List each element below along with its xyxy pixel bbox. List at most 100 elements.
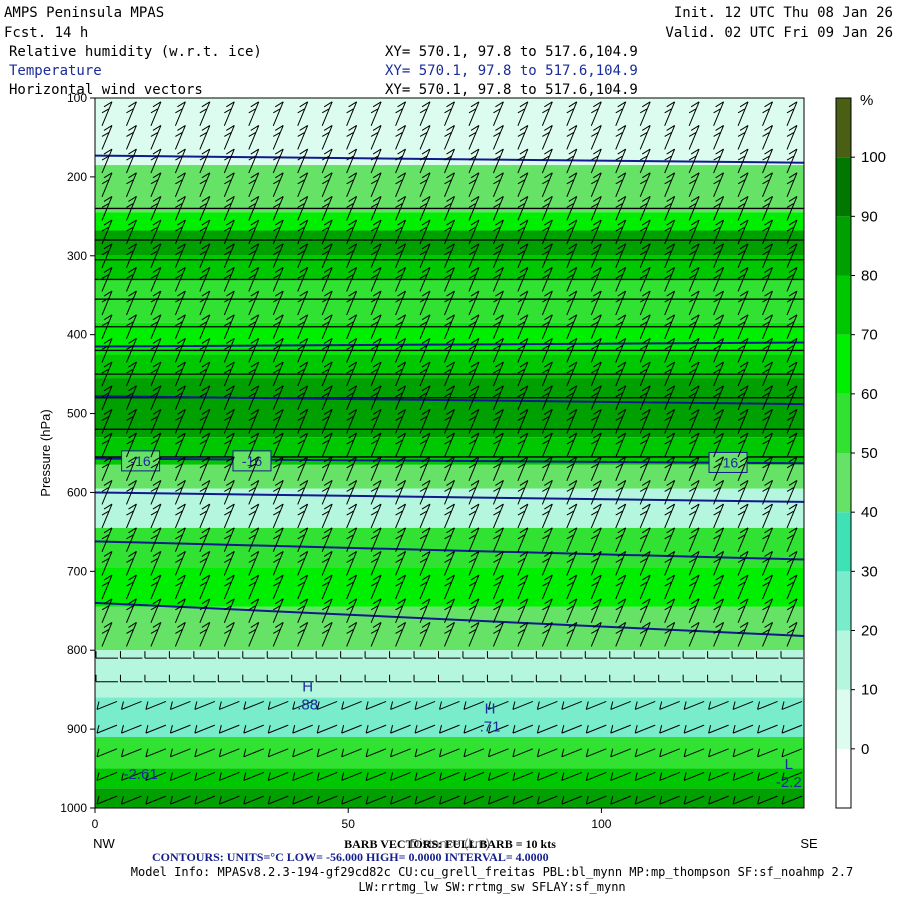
wind-barb: [395, 196, 407, 221]
colorbar-label-0: 0: [861, 741, 869, 758]
wind-barb: [248, 409, 260, 434]
wind-barb: [395, 432, 407, 458]
wind-barb: [223, 385, 235, 410]
wind-barb: [243, 771, 264, 781]
wind-barb: [419, 432, 431, 458]
wind-barb: [297, 219, 309, 245]
wind-barb: [615, 243, 627, 268]
wind-barb: [683, 771, 705, 781]
wind-barb: [150, 196, 162, 221]
wind-barb: [786, 338, 798, 363]
wind-barb: [468, 290, 480, 316]
wind-barb: [468, 503, 480, 529]
wind-barb: [590, 409, 602, 434]
wind-barb: [566, 219, 578, 245]
wind-barb: [444, 125, 455, 150]
wind-barb: [468, 432, 480, 458]
wind-barb: [615, 480, 627, 505]
wind-barb: [199, 290, 211, 316]
humidity-band-19: [95, 788, 804, 808]
wind-barb: [223, 409, 235, 434]
wind-barb: [468, 409, 480, 434]
wind-barb: [199, 503, 211, 529]
wind-barb: [781, 771, 803, 781]
wind-barb: [517, 574, 529, 600]
wind-barb: [590, 503, 602, 529]
wind-barb: [223, 101, 235, 126]
wind-barb: [468, 622, 480, 647]
x-tick-label-100: 100: [591, 817, 611, 831]
wind-barb: [737, 622, 749, 647]
wind-barb: [390, 795, 411, 805]
colorbar-label-10: 100: [861, 149, 886, 166]
wind-barb: [713, 598, 725, 623]
wind-barb: [615, 219, 627, 245]
wind-barb: [439, 771, 460, 781]
wind-barb: [174, 361, 186, 387]
wind-barb: [126, 503, 137, 529]
wind-barb: [120, 700, 142, 710]
wind-barb: [590, 480, 602, 505]
wind-barb: [145, 700, 167, 710]
wind-barb: [492, 527, 504, 552]
wind-barb: [419, 172, 431, 197]
wind-barb: [439, 700, 460, 710]
colorbar-swatch-1: [836, 689, 851, 749]
wind-barb: [199, 243, 211, 268]
wind-barb: [199, 314, 211, 339]
wind-barb: [444, 385, 455, 410]
wind-barb: [639, 101, 651, 126]
wind-barb: [297, 314, 309, 339]
wind-barb: [536, 795, 558, 805]
wind-barb: [218, 724, 240, 734]
wind-barb: [364, 674, 388, 683]
wind-barb: [536, 748, 558, 758]
wind-barb: [713, 480, 725, 505]
wind-barb: [664, 338, 676, 363]
wind-barb: [468, 598, 480, 623]
wind-barb: [199, 598, 211, 623]
wind-barb: [395, 598, 407, 623]
wind-barb: [346, 361, 358, 387]
wind-barb: [120, 748, 142, 758]
wind-barb: [541, 243, 553, 268]
wind-barb: [713, 551, 725, 576]
wind-barb: [737, 385, 749, 410]
wind-barb: [731, 674, 755, 683]
wind-barb: [101, 480, 113, 505]
wind-barb: [297, 622, 309, 647]
colorbar-swatch-4: [836, 512, 851, 572]
wind-barb: [444, 409, 455, 434]
extremum-type-1: H: [485, 701, 496, 718]
wind-barb: [762, 267, 773, 292]
wind-barb: [223, 503, 235, 529]
wind-barb: [541, 290, 553, 316]
wind-barb: [101, 219, 113, 245]
wind-barb: [272, 219, 284, 245]
wind-barb: [395, 480, 407, 505]
wind-barb: [370, 101, 382, 126]
wind-barb: [786, 409, 798, 434]
wind-barb: [419, 527, 431, 552]
wind-barb: [297, 267, 309, 292]
wind-barb: [517, 125, 529, 150]
wind-barb: [126, 219, 137, 245]
wind-barb: [174, 385, 186, 410]
wind-barb: [566, 196, 578, 221]
wind-barb: [659, 748, 680, 758]
valid-time: Valid. 02 UTC Fri 09 Jan 26: [665, 25, 893, 41]
wind-barb: [444, 172, 455, 197]
wind-barb: [463, 795, 485, 805]
wind-barb: [365, 724, 387, 734]
wind-barb: [316, 748, 338, 758]
wind-barb: [615, 503, 627, 529]
wind-barb: [419, 148, 431, 174]
humidity-band-6: [95, 322, 804, 355]
wind-barb: [340, 674, 363, 683]
wind-barb: [126, 456, 137, 481]
wind-barb: [370, 480, 382, 505]
wind-barb: [267, 771, 289, 781]
wind-barb: [341, 771, 362, 781]
wind-barb: [316, 795, 338, 805]
extremum-value-3: -2.2: [776, 774, 802, 791]
